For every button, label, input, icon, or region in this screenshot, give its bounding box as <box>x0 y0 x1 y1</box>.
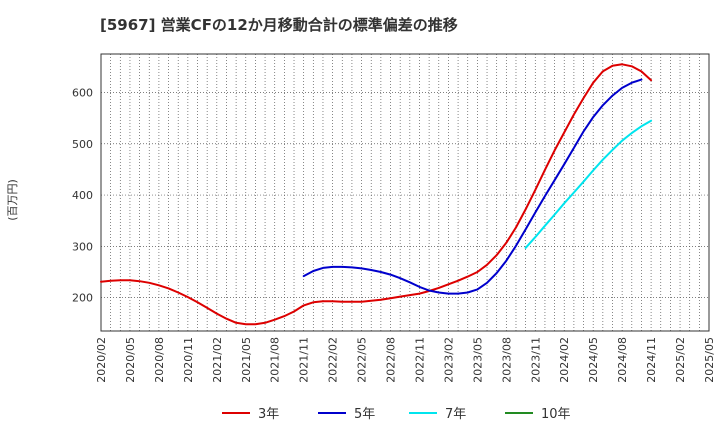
x-tick-label: 2023/08 <box>500 337 513 383</box>
x-tick-label: 2020/05 <box>124 337 137 383</box>
y-tick-label: 300 <box>72 240 93 253</box>
x-tick-label: 2024/05 <box>587 337 600 383</box>
x-tick-label: 2020/02 <box>95 337 108 383</box>
series-line-5年 <box>302 78 643 295</box>
x-tick-label: 2021/08 <box>269 337 282 383</box>
x-tick-label: 2022/11 <box>413 337 426 383</box>
series-group <box>100 63 653 326</box>
x-tick-label: 2020/11 <box>182 337 195 383</box>
legend-label: 7年 <box>445 407 466 422</box>
x-tick-label: 2021/05 <box>240 337 253 383</box>
x-axis: 2020/02 2020/05 2020/08 2020/11 2021/02 2021/… <box>95 337 716 383</box>
x-tick-label: 2024/02 <box>558 337 571 383</box>
x-tick-label: 2022/05 <box>356 337 369 383</box>
x-tick-label: 2021/02 <box>211 337 224 383</box>
y-tick-label: 500 <box>72 138 93 151</box>
chart-title: [5967] 営業CFの12か月移動合計の標準偏差の推移 <box>100 16 458 34</box>
legend-label: 10年 <box>541 407 571 422</box>
grid <box>101 54 709 331</box>
legend-label: 3年 <box>258 407 279 422</box>
y-axis: 200 300 400 500 600 <box>72 86 93 304</box>
series-line-3年 <box>100 63 653 326</box>
x-tick-label: 2025/05 <box>703 337 716 383</box>
y-axis-label: (百万円) <box>6 179 19 221</box>
plot-area <box>100 53 710 332</box>
y-tick-label: 200 <box>72 292 93 305</box>
series-line-7年 <box>524 119 653 249</box>
x-tick-label: 2023/02 <box>442 337 455 383</box>
x-tick-label: 2021/11 <box>298 337 311 383</box>
legend-label: 5年 <box>354 407 375 422</box>
x-tick-label: 2024/08 <box>616 337 629 383</box>
x-tick-label: 2025/02 <box>674 337 687 383</box>
x-tick-label: 2024/11 <box>645 337 658 383</box>
x-tick-label: 2022/02 <box>327 337 340 383</box>
x-tick-label: 2020/08 <box>153 337 166 383</box>
legend: 3年 5年 7年 10年 <box>222 407 571 422</box>
y-tick-label: 400 <box>72 189 93 202</box>
x-tick-label: 2023/11 <box>529 337 542 383</box>
y-tick-label: 600 <box>72 86 93 99</box>
x-tick-label: 2023/05 <box>471 337 484 383</box>
x-tick-label: 2022/08 <box>385 337 398 383</box>
